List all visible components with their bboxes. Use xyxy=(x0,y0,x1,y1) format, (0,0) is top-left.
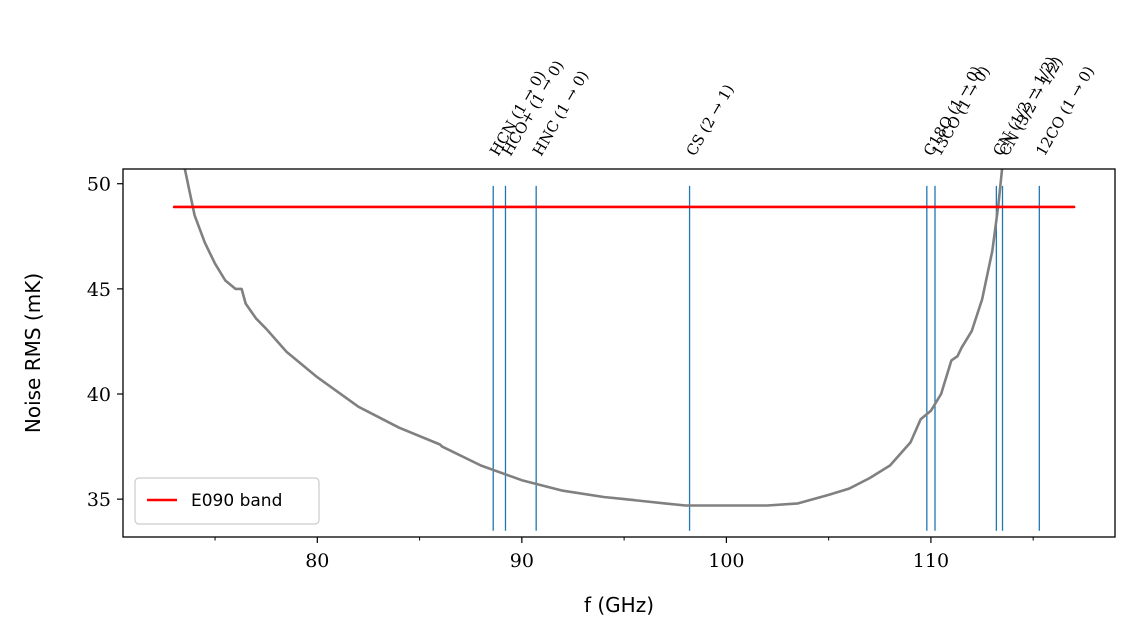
y-axis-label: Noise RMS (mK) xyxy=(21,273,45,433)
spectral-line-labels: HCN (1 → 0)HCO+ (1 → 0)HNC (1 → 0) CS (2 … xyxy=(486,53,1098,159)
legend-box xyxy=(134,477,320,525)
x-tick-label: 80 xyxy=(305,550,329,572)
x-tick-label: 110 xyxy=(913,550,949,572)
spectral-line-label: CS (2 → 1) xyxy=(682,81,737,159)
y-tick-label: 45 xyxy=(87,279,111,301)
y-tick-label: 35 xyxy=(87,489,111,511)
y-tick-label: 50 xyxy=(87,174,111,196)
legend-label: E090 band xyxy=(191,491,282,511)
plot-frame xyxy=(122,168,1116,538)
spectral-lines xyxy=(492,185,1040,531)
x-tick-label: 100 xyxy=(708,550,744,572)
x-axis-label: f (GHz) xyxy=(584,593,654,617)
legend: E090 band xyxy=(134,477,320,525)
series-line-noise xyxy=(183,169,1004,507)
x-axis-ticks: 80 90 100 110 xyxy=(214,537,1034,572)
y-axis-ticks: 35 40 45 50 xyxy=(87,174,123,511)
series-layer xyxy=(172,169,1076,507)
x-tick-label: 90 xyxy=(510,550,534,572)
y-tick-label: 40 xyxy=(87,384,111,406)
plot-area xyxy=(172,169,1076,531)
